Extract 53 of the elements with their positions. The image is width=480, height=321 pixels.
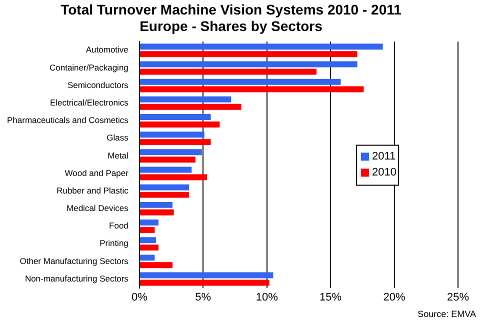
bar	[140, 192, 190, 198]
bar	[140, 272, 274, 278]
bar	[140, 121, 220, 128]
bar	[140, 244, 159, 251]
bar	[140, 227, 155, 233]
bar	[140, 184, 190, 190]
x-tick-label: 5%	[195, 291, 212, 304]
bar	[140, 104, 242, 110]
bar	[140, 254, 155, 261]
y-tick-label: Food	[109, 220, 129, 231]
bar	[140, 220, 159, 226]
bar	[140, 202, 173, 208]
y-tick-label: Pharmaceuticals and Cosmetics	[6, 115, 128, 126]
legend-label: 2011	[372, 150, 396, 163]
bar	[140, 114, 211, 120]
chart-subtitle: Europe - Shares by Sectors	[140, 18, 323, 34]
y-tick-label: Non-manufacturing Sectors	[24, 273, 128, 284]
bar	[140, 280, 270, 286]
bar	[140, 44, 383, 50]
bar	[140, 262, 173, 268]
y-tick-label: Metal	[108, 150, 129, 160]
x-tick-label: 15%	[320, 291, 342, 304]
x-tick-label: 10%	[256, 291, 278, 304]
y-tick-label: Container/Packaging	[49, 62, 129, 72]
bar	[140, 78, 341, 85]
bar	[140, 149, 202, 156]
y-tick-label: Printing	[100, 238, 129, 248]
bar	[140, 132, 204, 138]
chart-title: Total Turnover Machine Vision Systems 2010 - 2011	[60, 1, 402, 18]
bar	[140, 96, 232, 102]
bar	[140, 166, 192, 173]
bar	[140, 61, 358, 68]
x-tick-label: 25%	[446, 291, 470, 304]
y-tick-label: Semiconductors	[67, 80, 128, 90]
y-tick-label: Other Manufacturing Sectors	[20, 256, 128, 266]
y-tick-label: Electrical/Electronics	[50, 97, 128, 108]
y-tick-label: Glass	[106, 132, 128, 143]
y-tick-label: Rubber and Plastic	[56, 185, 130, 196]
bar	[140, 174, 207, 180]
bar	[140, 51, 358, 58]
bar	[140, 139, 211, 146]
bar	[140, 156, 196, 163]
bar	[140, 209, 174, 216]
bar	[140, 68, 317, 75]
legend-label: 2010	[372, 166, 396, 179]
source-note: Source: EMVA	[418, 308, 476, 319]
y-tick-label: Automotive	[86, 44, 129, 55]
y-tick-label: Wood and Paper	[64, 168, 129, 178]
y-tick-label: Medical Devices	[66, 203, 128, 214]
bar	[140, 86, 364, 92]
bar	[140, 237, 156, 244]
x-tick-label: 0%	[131, 291, 148, 304]
x-tick-label: 20%	[383, 291, 406, 304]
